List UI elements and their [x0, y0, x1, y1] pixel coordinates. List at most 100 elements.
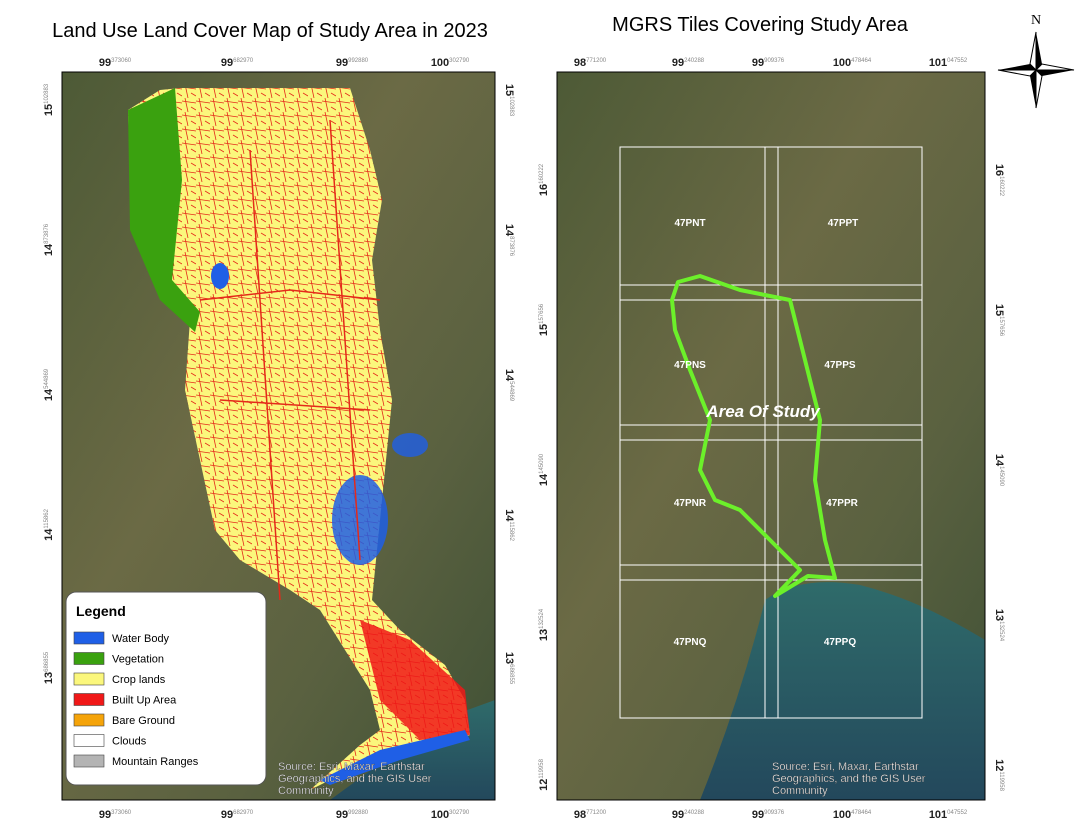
- coord-label: 13132524: [993, 609, 1005, 642]
- source-credit: Source: Esri, Maxar, Earthstar: [772, 761, 919, 773]
- coord-minutes: 682970: [233, 58, 254, 64]
- tile-label: 47PPT: [828, 218, 859, 229]
- legend-title: Legend: [76, 603, 126, 619]
- coord-minutes: 160222: [998, 176, 1004, 197]
- coord-label: 99992880: [336, 809, 369, 821]
- coord-degree: 99: [672, 809, 684, 821]
- coord-label: 14145090: [993, 454, 1005, 487]
- coord-degree: 14: [43, 528, 55, 541]
- coord-degree: 98: [574, 809, 586, 821]
- coord-degree: 14: [43, 388, 55, 401]
- coord-degree: 99: [336, 57, 348, 69]
- coord-minutes: 132524: [539, 608, 545, 629]
- coord-degree: 14: [503, 369, 515, 382]
- legend-swatch: [73, 631, 105, 645]
- coord-label: 99240288: [672, 57, 705, 69]
- coord-minutes: 478464: [851, 58, 872, 64]
- coord-degree: 100: [833, 57, 851, 69]
- source-credit: Community: [772, 785, 828, 797]
- coord-degree: 14: [503, 509, 515, 522]
- coord-degree: 14: [993, 454, 1005, 467]
- coord-minutes: 873876: [44, 223, 50, 244]
- coord-label: 99682970: [221, 809, 254, 821]
- coord-label: 100302790: [431, 57, 470, 69]
- coord-degree: 14: [43, 243, 55, 256]
- coord-minutes: 157656: [539, 303, 545, 324]
- legend-label: Crop lands: [112, 674, 166, 686]
- coord-degree: 13: [993, 609, 1005, 621]
- legend-label: Bare Ground: [112, 715, 175, 727]
- coord-minutes: 302790: [449, 58, 470, 64]
- legend-swatch: [73, 693, 105, 706]
- coord-degree: 15: [538, 324, 550, 336]
- tile-label: 47PNQ: [674, 637, 707, 648]
- coord-minutes: 102883: [508, 96, 514, 117]
- tile-label: 47PPS: [824, 360, 855, 371]
- coord-minutes: 240288: [684, 810, 705, 816]
- coord-label: 15102883: [43, 83, 55, 116]
- coord-degree: 99: [752, 809, 764, 821]
- coord-label: 98771200: [574, 57, 607, 69]
- coord-degree: 99: [752, 57, 764, 69]
- coord-degree: 99: [99, 57, 111, 69]
- tile-label: 47PNT: [674, 218, 705, 229]
- coord-degree: 13: [503, 652, 515, 664]
- coord-label: 13132524: [538, 608, 550, 641]
- coord-degree: 12: [993, 759, 1005, 771]
- source-credit: Community: [278, 785, 334, 797]
- coord-minutes: 302790: [449, 810, 470, 816]
- coord-minutes: 478464: [851, 810, 872, 816]
- coord-minutes: 047552: [947, 58, 968, 64]
- coord-label: 14873876: [43, 223, 55, 256]
- tile-label: 47PNR: [674, 498, 707, 509]
- coord-minutes: 115862: [508, 521, 514, 541]
- coord-minutes: 686855: [44, 651, 50, 672]
- coord-degree: 100: [431, 809, 449, 821]
- legend-swatch: [73, 652, 105, 665]
- coord-minutes: 992880: [348, 810, 369, 816]
- coord-minutes: 682970: [233, 810, 254, 816]
- left-title: Land Use Land Cover Map of Study Area in…: [52, 20, 488, 42]
- coord-minutes: 544869: [508, 381, 514, 402]
- coord-minutes: 157656: [998, 316, 1004, 337]
- tile-label: 47PPR: [826, 498, 858, 509]
- coord-degree: 101: [929, 57, 947, 69]
- coord-label: 100302790: [431, 809, 470, 821]
- coord-degree: 99: [221, 809, 233, 821]
- tile-label: 47PPQ: [824, 637, 856, 648]
- coord-label: 100478464: [833, 809, 872, 821]
- coord-label: 13686855: [503, 652, 515, 685]
- coord-minutes: 873876: [508, 236, 514, 257]
- source-credit: Geographics, and the GIS User: [278, 773, 432, 785]
- coord-label: 14145090: [538, 453, 550, 486]
- coord-minutes: 102883: [44, 83, 50, 104]
- coord-minutes: 145090: [539, 453, 545, 474]
- coord-label: 99909376: [752, 57, 785, 69]
- coord-minutes: 992880: [348, 58, 369, 64]
- coord-degree: 15: [43, 104, 55, 116]
- coord-degree: 14: [503, 224, 515, 237]
- coord-degree: 13: [43, 672, 55, 684]
- coord-degree: 14: [538, 473, 550, 486]
- coord-degree: 15: [993, 304, 1005, 316]
- coord-degree: 99: [221, 57, 233, 69]
- coord-label: 15157656: [993, 304, 1005, 337]
- coord-label: 15157656: [538, 303, 550, 336]
- coord-degree: 13: [538, 629, 550, 641]
- coord-minutes: 373060: [111, 58, 132, 64]
- coord-label: 16160222: [993, 164, 1005, 197]
- legend-swatch: [73, 713, 105, 727]
- coord-degree: 100: [833, 809, 851, 821]
- tile-label: 47PNS: [674, 360, 706, 371]
- coord-minutes: 119958: [998, 771, 1004, 791]
- coord-degree: 101: [929, 809, 947, 821]
- coord-minutes: 047552: [947, 810, 968, 816]
- coord-label: 14115862: [503, 509, 515, 541]
- coord-label: 13686855: [43, 651, 55, 684]
- coord-minutes: 132524: [998, 621, 1004, 642]
- coord-minutes: 771200: [586, 810, 607, 816]
- legend-swatch: [73, 734, 105, 747]
- coord-minutes: 145090: [998, 466, 1004, 487]
- legend-label: Built Up Area: [112, 695, 177, 707]
